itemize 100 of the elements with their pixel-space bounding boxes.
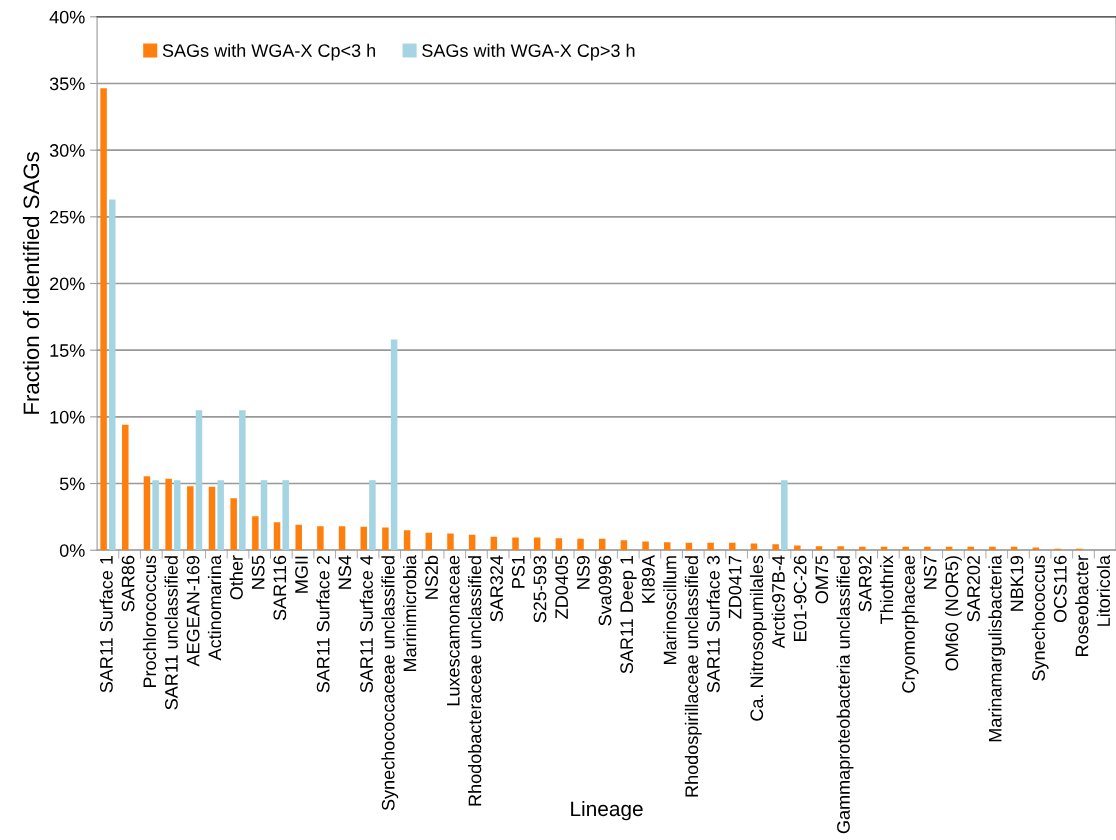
x-tick-label: Sva0996 [598,555,612,626]
bar [512,537,519,551]
x-tick-label: Synechococcus [1031,555,1049,681]
y-axis-title: Fraction of identified SAGs [22,152,40,414]
x-tick-label: SAR86 [121,555,135,612]
bar [781,480,788,551]
y-tick-label: 35% [49,77,85,91]
x-tick-label: OCS116 [1053,555,1067,623]
bar [295,524,302,551]
x-tick-label: SAR324 [490,555,503,622]
y-tick-label: 40% [49,10,85,24]
bar [664,542,671,551]
x-tick-label: OM60 (NOR5) [944,556,962,671]
y-tick-label: 0% [59,544,85,557]
x-tick-label: Synechococcaceae unclassified [381,556,399,811]
x-tick-label: NS4 [338,555,352,589]
legend-label: SAGs with WGA-X Cp<3 h [162,43,376,61]
bar [794,545,801,551]
x-tick-label: ZD0405 [555,555,569,619]
x-tick-label: AEGEAN-169 [186,555,200,667]
bar [338,526,346,551]
x-tick-label: NS2b [424,555,438,599]
x-tick-label: SAR11 Surface 1 [99,555,113,693]
bar [390,339,398,551]
x-tick-label: SAR11 Surface 2 [316,555,330,693]
x-tick-label: SAR116 [273,555,287,621]
x-tick-label: SAR11 Surface 3 [706,555,720,693]
x-tick-label: NBK19 [1010,555,1024,611]
x-tick-label: Ca. Nitrosopumilales [749,555,767,721]
y-tick-label: 10% [50,410,85,424]
bar [360,526,367,551]
x-tick-label: SAR11 unclassified [164,556,178,710]
bar [152,480,159,551]
x-tick-label: Marinamargulisbacteria [988,555,1006,742]
x-tick-label: Rhodospirillaceae unclassified [684,556,702,797]
x-tick-label: PS1 [511,555,525,588]
x-tick-label: Rhodobacteraceae unclassified [468,556,482,806]
bar [447,533,454,551]
bar [403,530,411,551]
x-tick-label: Actinomarina [207,555,222,661]
x-tick-label: ZD0417 [728,555,742,619]
bar [989,546,996,551]
x-tick-label: Marinoscillum [663,556,677,664]
x-tick-label: Litoricola [1096,555,1111,626]
bar [967,546,974,551]
bar [468,534,476,551]
bar [382,527,389,551]
bar [859,546,866,551]
bar [109,199,116,551]
x-tick-label: NS9 [576,555,590,589]
bar [707,542,714,551]
bar [230,498,237,551]
bar [902,546,909,551]
x-tick-label: NS5 [251,555,265,589]
bar [555,538,563,551]
x-tick-label: Other [229,555,243,600]
x-tick-label: Thiothrix [879,555,894,624]
bar [815,546,823,551]
y-tick-label: 15% [50,344,85,357]
bar [187,486,194,551]
bar [620,540,628,551]
bar [369,480,376,551]
x-tick-label: MGII [295,556,308,593]
bar [165,478,172,551]
bar [273,522,281,551]
y-tick-label: 20% [50,277,85,291]
bar [252,516,259,551]
x-tick-label: Roseobacter [1075,555,1089,656]
x-tick-label: NS7 [923,555,937,589]
bar [837,546,844,551]
x-tick-label: Cryomorphaceae [901,555,919,693]
bar [174,480,181,551]
bar [260,480,268,551]
bar [239,410,246,551]
bar [425,532,433,551]
x-tick-label: Marinimicrobia [403,555,417,671]
x-axis-title: Lineage [571,800,643,821]
x-tick-label: SAR11 Surface 4 [359,555,373,693]
x-tick-label: E01-9C-26 [793,555,807,641]
bar [490,536,498,551]
bar [317,526,324,551]
bar [729,542,736,551]
bar [195,410,203,551]
x-tick-label: S25-593 [533,555,547,623]
x-tick-label: SAR92 [858,555,872,612]
bar [100,88,107,551]
bar [772,544,779,551]
y-tick-label: 30% [49,144,85,157]
bar [122,424,129,551]
x-tick-label: KI89A [641,555,655,603]
bar [924,546,931,551]
x-tick-label: SAR202 [967,555,980,622]
x-tick-label: OM75 [815,555,829,604]
bar [642,541,649,551]
x-tick-label: Prochlorococcus [142,555,157,688]
x-tick-label: Gammaproteobacteria unclassified [836,556,854,834]
x-tick-label: Luxescamonaceae [447,555,460,706]
legend-label: SAGs with WGA-X Cp>3 h [422,43,635,61]
y-tick-label: 25% [50,210,85,224]
bar [282,480,289,551]
